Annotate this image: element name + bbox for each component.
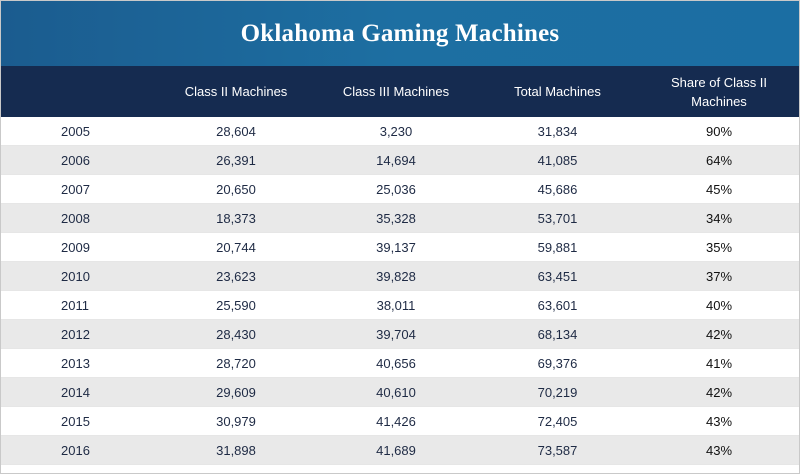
cell-total: 59,881 [537,239,578,255]
cell-class-ii: 23,623 [216,268,256,284]
cell-total: 63,601 [537,297,578,313]
cell-share: 43% [705,442,733,458]
cell-class-iii: 39,704 [376,326,416,342]
cell-class-ii: 31,898 [216,442,256,458]
cell-total: 70,219 [537,384,578,400]
table-row: 2011 25,590 38,011 63,601 40% [1,291,799,320]
cell-share: 45% [705,181,733,197]
cell-class-ii: 28,720 [216,355,256,371]
cell-total: 53,701 [537,210,578,226]
cell-share: 35% [705,239,733,255]
cell-class-ii: 28,430 [216,326,256,342]
cell-share: 64% [705,152,733,168]
table-row: 2014 29,609 40,610 70,219 42% [1,378,799,407]
header-class-ii: Class II Machines [184,84,288,99]
cell-share: 42% [705,384,733,400]
cell-share: 41% [705,355,733,371]
cell-year: 2007 [61,181,90,197]
table-row: 2010 23,623 39,828 63,451 37% [1,262,799,291]
cell-year: 2010 [61,268,90,284]
cell-class-iii: 39,828 [376,268,416,284]
cell-year: 2013 [61,355,90,371]
cell-total: 72,405 [537,413,578,429]
table-row: 2005 28,604 3,230 31,834 90% [1,117,799,146]
cell-class-iii: 40,610 [376,384,416,400]
cell-total: 73,587 [537,442,578,458]
cell-total: 31,834 [537,123,578,139]
cell-year: 2005 [61,123,90,139]
cell-class-ii: 25,590 [216,297,256,313]
cell-year: 2009 [61,239,90,255]
cell-class-iii: 41,426 [376,413,416,429]
cell-total: 41,085 [537,152,578,168]
cell-share: 42% [705,326,733,342]
cell-class-ii: 20,650 [216,181,256,197]
cell-class-iii: 14,694 [376,152,416,168]
cell-class-iii: 38,011 [376,297,416,313]
header-share-class-ii: Share of Class II Machines [670,74,768,109]
table-body: 2005 28,604 3,230 31,834 90% 2006 26,391 14,694… [1,117,799,465]
cell-class-ii: 29,609 [216,384,256,400]
cell-class-ii: 18,373 [216,210,256,226]
cell-year: 2011 [61,297,89,313]
table-title: Oklahoma Gaming Machines [1,1,799,66]
cell-year: 2016 [61,442,90,458]
table-row: 2015 30,979 41,426 72,405 43% [1,407,799,436]
header-total: Total Machines [514,84,601,99]
cell-class-ii: 28,604 [216,123,256,139]
cell-class-iii: 41,689 [376,442,416,458]
table-row: 2013 28,720 40,656 69,376 41% [1,349,799,378]
cell-total: 69,376 [537,355,578,371]
cell-year: 2008 [61,210,90,226]
cell-total: 68,134 [537,326,578,342]
cell-class-iii: 35,328 [376,210,416,226]
cell-class-ii: 20,744 [216,239,256,255]
cell-year: 2006 [61,152,90,168]
header-class-iii: Class III Machines [342,84,450,99]
cell-class-iii: 25,036 [376,181,416,197]
table-row: 2012 28,430 39,704 68,134 42% [1,320,799,349]
table-row: 2016 31,898 41,689 73,587 43% [1,436,799,465]
table-header: Class II Machines Class III Machines Tot… [1,66,799,117]
cell-class-iii: 40,656 [376,355,416,371]
cell-class-iii: 3,230 [379,123,413,139]
cell-share: 90% [705,123,733,139]
cell-year: 2012 [61,326,90,342]
cell-year: 2015 [61,413,90,429]
cell-class-ii: 30,979 [216,413,256,429]
table-row: 2006 26,391 14,694 41,085 64% [1,146,799,175]
cell-share: 34% [705,210,733,226]
cell-share: 37% [705,268,733,284]
table-row: 2009 20,744 39,137 59,881 35% [1,233,799,262]
cell-year: 2014 [61,384,90,400]
table-row: 2008 18,373 35,328 53,701 34% [1,204,799,233]
cell-class-iii: 39,137 [376,239,416,255]
cell-share: 43% [705,413,733,429]
cell-share: 40% [705,297,733,313]
cell-total: 63,451 [537,268,578,284]
table-row: 2007 20,650 25,036 45,686 45% [1,175,799,204]
cell-class-ii: 26,391 [216,152,256,168]
cell-total: 45,686 [537,181,578,197]
